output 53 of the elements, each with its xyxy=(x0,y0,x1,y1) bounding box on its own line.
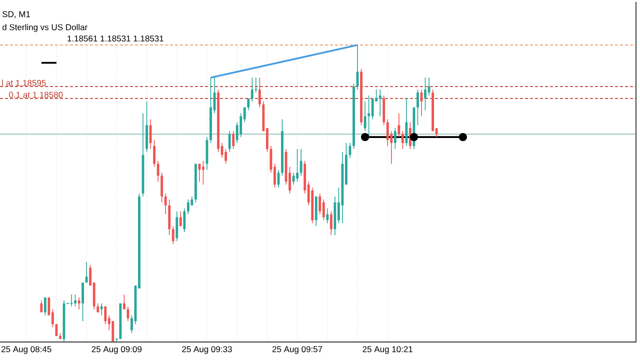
candlestick xyxy=(394,128,396,150)
candlestick xyxy=(104,306,107,325)
x-tick-label: 25 Aug 10:21 xyxy=(362,346,412,354)
text: 1.18561 1.18531 1.18531 xyxy=(68,36,164,42)
x-tick-label: 25 Aug 08:45 xyxy=(1,346,52,354)
candlestick xyxy=(44,297,46,316)
candlestick xyxy=(176,210,178,242)
candlestick xyxy=(401,130,404,150)
candlestick xyxy=(330,210,332,236)
candlestick xyxy=(398,112,400,138)
candlestick xyxy=(228,130,231,152)
candlestick xyxy=(322,199,325,221)
candlestick xyxy=(386,118,389,146)
candlestick xyxy=(258,77,261,108)
candlestick xyxy=(82,282,84,322)
x-tick-label: 25 Aug 09:33 xyxy=(182,346,232,354)
candlestick xyxy=(186,199,190,215)
candlestick xyxy=(371,98,374,120)
candlestick xyxy=(168,199,171,236)
ref-line-label: l at 1.18595 xyxy=(2,80,46,86)
candlestick xyxy=(250,77,254,102)
candlestick xyxy=(146,101,148,152)
chart-subtitle: d Sterling vs US Dollar xyxy=(2,24,88,32)
candlestick xyxy=(172,226,174,244)
candlestick xyxy=(164,193,167,215)
candlestick xyxy=(160,172,164,203)
candlestick xyxy=(122,294,126,310)
candlestick xyxy=(326,208,329,224)
candlestick xyxy=(179,210,182,227)
candlestick xyxy=(112,320,114,342)
candlestick xyxy=(314,196,318,227)
candlestick xyxy=(74,294,76,307)
candlestick xyxy=(156,160,160,182)
candlestick xyxy=(318,193,322,215)
candlestick xyxy=(416,89,419,126)
candlestick xyxy=(368,95,370,138)
candlestick xyxy=(153,140,156,168)
ref-line-label: 0.1 at 1.18580 xyxy=(9,92,63,98)
candlestick xyxy=(296,148,299,182)
candlestick xyxy=(40,300,43,313)
candlestick xyxy=(183,208,186,233)
candlestick xyxy=(85,261,88,283)
candlestick xyxy=(424,77,426,111)
candlestick xyxy=(232,130,235,150)
candlestick xyxy=(300,148,302,176)
candlestick xyxy=(378,89,382,117)
candlestick xyxy=(382,95,386,126)
x-tick-label: 25 Aug 09:57 xyxy=(272,346,322,354)
candlestick xyxy=(100,302,103,316)
candlestick xyxy=(224,148,227,164)
x-tick-label: 25 Aug 09:09 xyxy=(92,346,142,354)
chart-title: SD, M1 xyxy=(2,11,30,18)
candlestick xyxy=(405,98,408,146)
